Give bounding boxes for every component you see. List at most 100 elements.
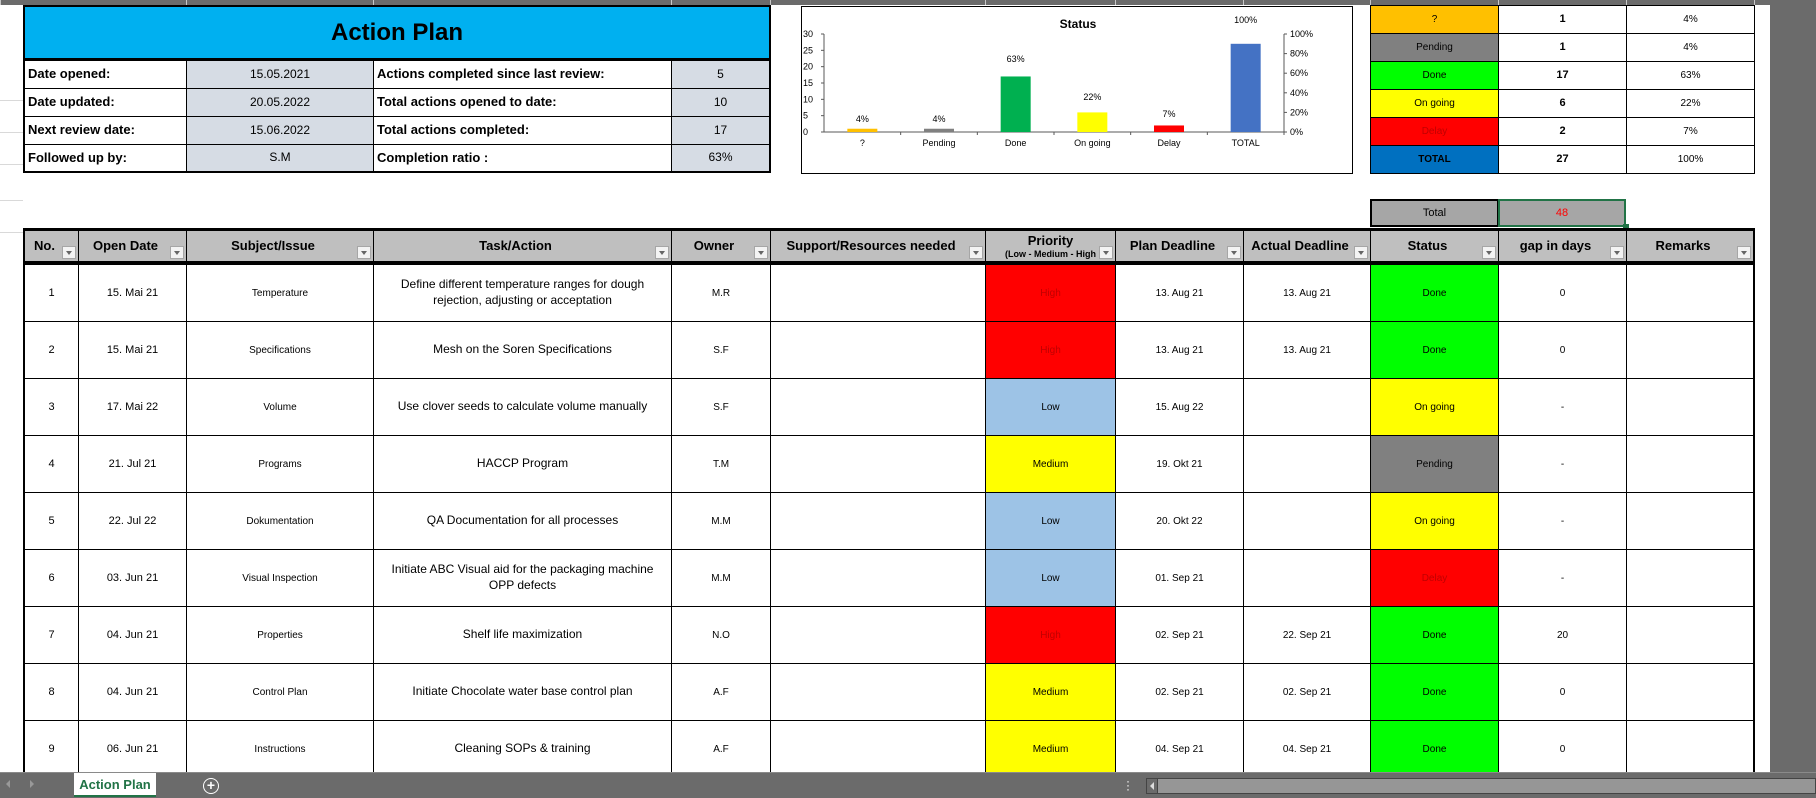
table-cell-status[interactable]: Done [1370,321,1499,379]
table-cell-subject[interactable]: Properties [186,606,374,664]
table-cell-status[interactable]: Done [1370,720,1499,772]
filter-dropdown-icon[interactable] [1354,246,1368,259]
table-cell-actual[interactable] [1243,492,1371,550]
filter-dropdown-icon[interactable] [1227,246,1241,259]
table-cell-gap[interactable]: 0 [1498,663,1627,721]
filter-dropdown-icon[interactable] [1482,246,1496,259]
table-cell-gap[interactable]: - [1498,378,1627,436]
column-header-support[interactable]: Support/Resources needed [770,228,986,264]
table-cell-plan[interactable]: 02. Sep 21 [1115,663,1244,721]
table-cell-plan[interactable]: 20. Okt 22 [1115,492,1244,550]
table-cell-open-date[interactable]: 04. Jun 21 [78,606,187,664]
info-value[interactable]: 5 [671,60,771,89]
table-cell-owner[interactable]: S.F [671,321,771,379]
table-cell-open-date[interactable]: 22. Jul 22 [78,492,187,550]
table-cell-plan[interactable]: 13. Aug 21 [1115,321,1244,379]
table-cell-owner[interactable]: M.M [671,549,771,607]
scroll-left-icon[interactable] [1147,779,1158,793]
table-cell-priority[interactable]: High [985,264,1116,322]
status-summary-percent[interactable]: 22% [1626,89,1755,118]
table-cell-remarks[interactable] [1626,264,1755,322]
table-cell-open-date[interactable]: 21. Jul 21 [78,435,187,493]
table-cell-owner[interactable]: A.F [671,720,771,772]
add-sheet-icon[interactable]: + [203,778,219,794]
table-cell-task[interactable]: Shelf life maximization [373,606,672,664]
table-cell-gap[interactable]: 20 [1498,606,1627,664]
chart-bar[interactable] [924,128,954,132]
table-cell-support[interactable] [770,720,986,772]
filter-dropdown-icon[interactable] [170,246,184,259]
table-cell-open-date[interactable]: 04. Jun 21 [78,663,187,721]
table-cell-no[interactable]: 8 [23,663,79,721]
table-cell-priority[interactable]: Low [985,549,1116,607]
table-cell-plan[interactable]: 13. Aug 21 [1115,264,1244,322]
table-cell-plan[interactable]: 02. Sep 21 [1115,606,1244,664]
table-cell-remarks[interactable] [1626,321,1755,379]
table-cell-open-date[interactable]: 03. Jun 21 [78,549,187,607]
table-cell-task[interactable]: Mesh on the Soren Specifications [373,321,672,379]
table-cell-subject[interactable]: Visual Inspection [186,549,374,607]
column-header-gap[interactable]: gap in days [1498,228,1627,264]
table-cell-task[interactable]: QA Documentation for all processes [373,492,672,550]
table-cell-no[interactable]: 1 [23,264,79,322]
fill-handle[interactable] [1623,224,1629,230]
table-cell-no[interactable]: 2 [23,321,79,379]
table-cell-support[interactable] [770,378,986,436]
table-cell-open-date[interactable]: 06. Jun 21 [78,720,187,772]
column-header-open-date[interactable]: Open Date [78,228,187,264]
table-cell-task[interactable]: Define different temperature ranges for … [373,264,672,322]
table-cell-remarks[interactable] [1626,435,1755,493]
table-cell-gap[interactable]: - [1498,492,1627,550]
table-cell-support[interactable] [770,492,986,550]
table-cell-support[interactable] [770,606,986,664]
column-header-remarks[interactable]: Remarks [1626,228,1755,264]
info-value[interactable]: 15.05.2021 [186,60,374,89]
table-cell-owner[interactable]: A.F [671,663,771,721]
table-cell-status[interactable]: Done [1370,663,1499,721]
filter-dropdown-icon[interactable] [1737,246,1751,259]
table-cell-support[interactable] [770,435,986,493]
chart-bar[interactable] [1000,76,1031,132]
info-value[interactable]: 10 [671,88,771,117]
table-cell-subject[interactable]: Volume [186,378,374,436]
table-cell-status[interactable]: Done [1370,606,1499,664]
status-summary-percent[interactable]: 4% [1626,5,1755,34]
table-cell-remarks[interactable] [1626,663,1755,721]
chart-bar[interactable] [1154,125,1184,132]
filter-dropdown-icon[interactable] [357,246,371,259]
column-header-no[interactable]: No. [23,228,79,264]
status-summary-percent[interactable]: 63% [1626,61,1755,90]
column-header-status[interactable]: Status [1370,228,1499,264]
table-cell-task[interactable]: HACCP Program [373,435,672,493]
table-cell-no[interactable]: 3 [23,378,79,436]
table-cell-gap[interactable]: 0 [1498,321,1627,379]
table-cell-remarks[interactable] [1626,720,1755,772]
table-cell-task[interactable]: Use clover seeds to calculate volume man… [373,378,672,436]
column-header-actual[interactable]: Actual Deadline [1243,228,1371,264]
table-cell-owner[interactable]: M.R [671,264,771,322]
table-cell-support[interactable] [770,663,986,721]
table-cell-remarks[interactable] [1626,492,1755,550]
chart-bar[interactable] [1077,112,1108,132]
column-header-subject[interactable]: Subject/Issue [186,228,374,264]
table-cell-actual[interactable]: 13. Aug 21 [1243,321,1371,379]
status-chart[interactable]: Status 0 5 10 15 20 25 30 0% 20% 40% 60% 80% 100% 4%? 4… [801,6,1353,174]
info-value[interactable]: S.M [186,144,374,173]
table-cell-gap[interactable]: - [1498,549,1627,607]
status-summary-count[interactable]: 17 [1498,61,1627,90]
table-cell-status[interactable]: On going [1370,378,1499,436]
table-cell-open-date[interactable]: 15. Mai 21 [78,321,187,379]
table-cell-gap[interactable]: 0 [1498,264,1627,322]
info-value[interactable]: 17 [671,116,771,145]
table-cell-no[interactable]: 4 [23,435,79,493]
table-cell-task[interactable]: Cleaning SOPs & training [373,720,672,772]
table-cell-no[interactable]: 6 [23,549,79,607]
table-cell-support[interactable] [770,264,986,322]
table-cell-no[interactable]: 5 [23,492,79,550]
table-cell-actual[interactable]: 02. Sep 21 [1243,663,1371,721]
table-cell-actual[interactable] [1243,549,1371,607]
table-cell-support[interactable] [770,321,986,379]
status-summary-percent[interactable]: 100% [1626,145,1755,174]
table-cell-task[interactable]: Initiate Chocolate water base control pl… [373,663,672,721]
column-header-task[interactable]: Task/Action [373,228,672,264]
